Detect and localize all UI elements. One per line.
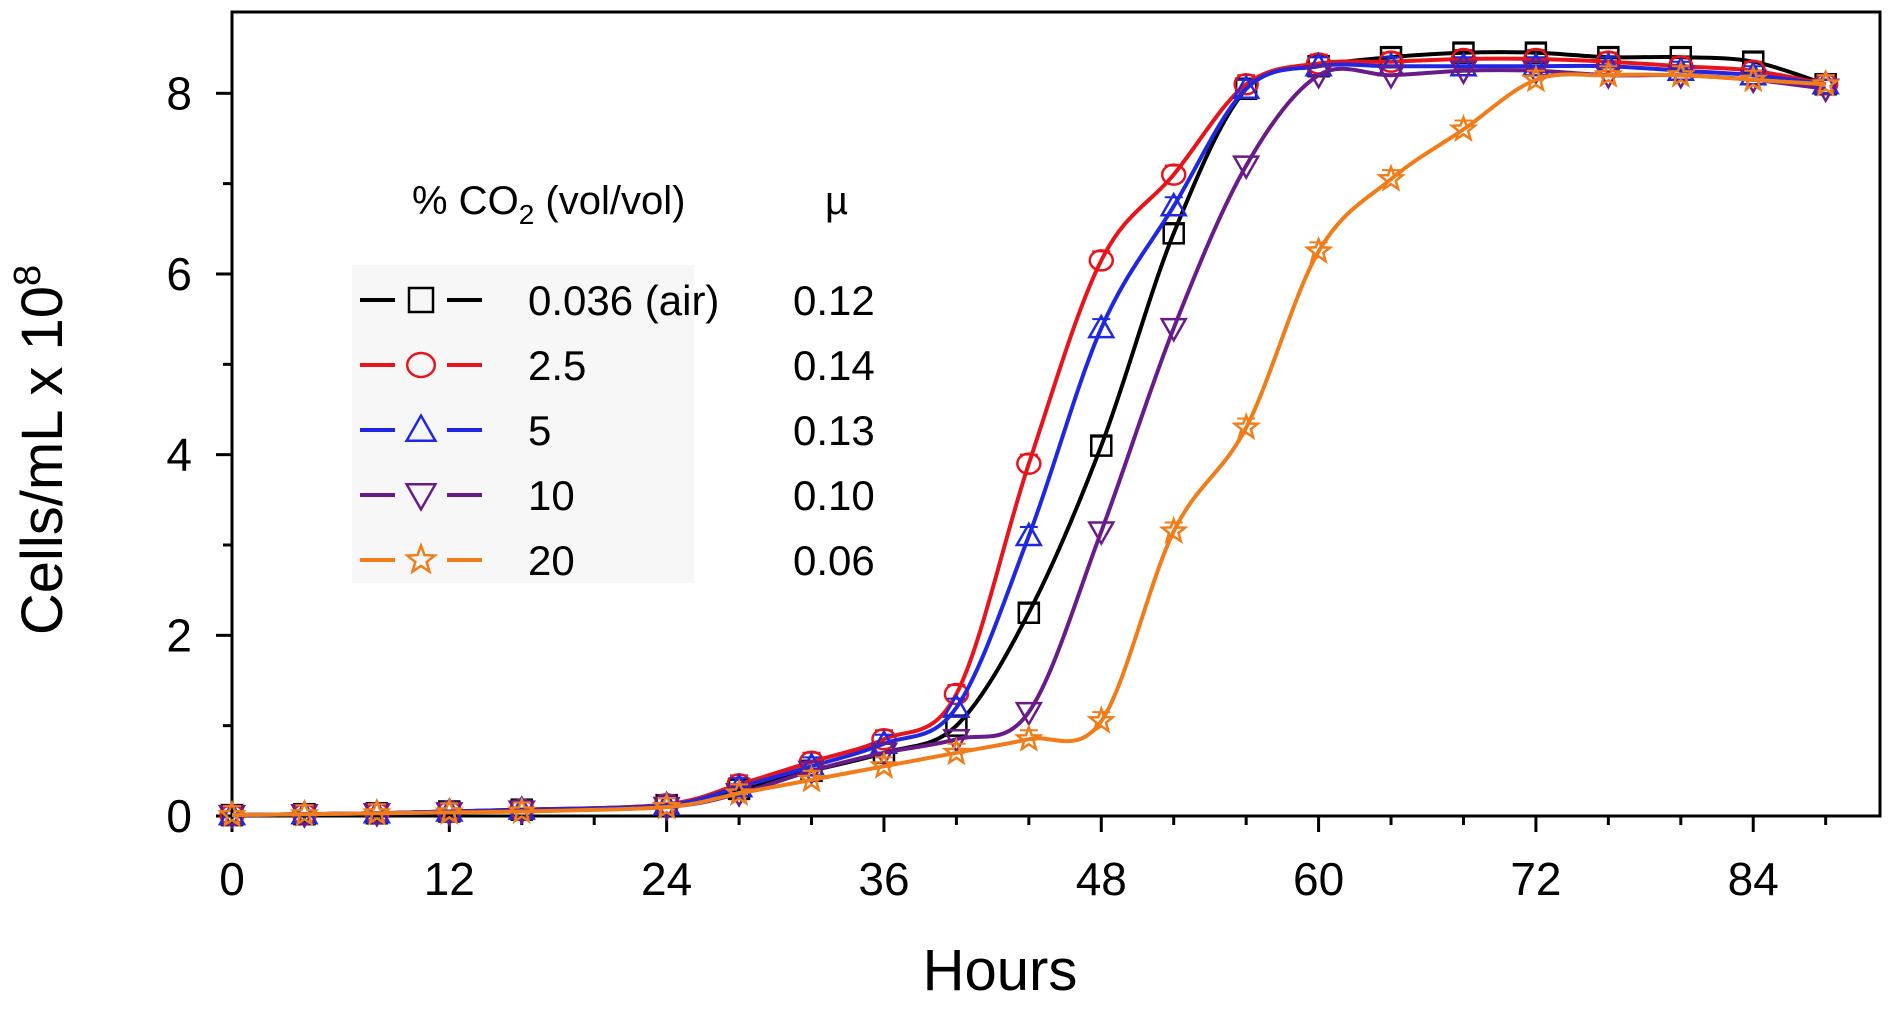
data-point-triangle-up xyxy=(1159,191,1188,217)
plot-frame xyxy=(230,10,1882,818)
legend-header-left: % CO xyxy=(412,179,519,223)
data-point-star xyxy=(1665,59,1696,88)
data-point-triangle-down xyxy=(869,742,899,768)
x-tick-label: 48 xyxy=(1076,853,1127,905)
data-point-star xyxy=(1810,68,1841,97)
x-tick-label: 24 xyxy=(641,853,692,905)
data-point-triangle-down xyxy=(942,728,971,754)
legend-background xyxy=(352,265,694,583)
y-axis-title: Cells/mL x 108 xyxy=(7,265,75,635)
data-point-triangle-down xyxy=(1014,701,1043,727)
legend-label: 0.036 (air) xyxy=(528,277,719,324)
data-point-triangle-down xyxy=(404,482,438,512)
data-point-star xyxy=(1593,59,1624,88)
data-point-star xyxy=(1086,705,1117,734)
data-point-triangle-up xyxy=(435,796,464,822)
data-point-star xyxy=(506,795,537,825)
legend-header-mu: µ xyxy=(825,179,848,223)
data-point-triangle-up xyxy=(1231,74,1261,100)
data-point-triangle-up xyxy=(404,413,438,443)
data-point-triangle-down xyxy=(1521,60,1551,86)
legend-label: 2.5 xyxy=(528,342,586,389)
legend-label: 10 xyxy=(528,472,575,519)
data-point-triangle-up xyxy=(1449,51,1478,77)
data-point-star xyxy=(289,798,320,827)
data-point-triangle-up xyxy=(1087,313,1116,339)
data-point-triangle-up xyxy=(1014,521,1043,547)
legend: % CO2 (vol/vol) µ 0.036 (air) 0.12 2.5 0.14… xyxy=(352,179,875,584)
data-point-square xyxy=(407,286,435,314)
data-point-star xyxy=(1158,515,1189,545)
y-axis-title-exponent: 8 xyxy=(7,265,49,286)
data-point-star xyxy=(651,791,682,820)
data-point-star xyxy=(1303,235,1334,265)
data-point-square xyxy=(1017,601,1041,624)
data-point-star xyxy=(1013,723,1044,752)
data-point-triangle-down xyxy=(1304,64,1333,90)
y-tick-label: 8 xyxy=(166,67,192,119)
x-tick-label: 12 xyxy=(424,853,475,905)
x-tick-label: 72 xyxy=(1510,853,1561,905)
data-point-star xyxy=(941,737,972,766)
data-point-star xyxy=(796,764,827,793)
legend-row: 2.5 0.14 xyxy=(360,342,875,389)
legend-header-sub: 2 xyxy=(519,199,535,230)
y-axis: 0 2 4 6 8 xyxy=(166,67,232,842)
data-point-star xyxy=(1231,412,1262,441)
legend-mu-value: 0.12 xyxy=(793,277,875,324)
data-point-triangle-down xyxy=(1231,155,1261,181)
data-point-triangle-down xyxy=(1159,317,1188,343)
y-tick-label: 6 xyxy=(166,248,192,300)
y-axis-title-base: Cells/mL x 10 xyxy=(10,286,75,635)
data-point-star xyxy=(362,797,392,826)
data-point-circle xyxy=(1088,249,1115,272)
legend-mu-value: 0.14 xyxy=(793,342,875,389)
x-tick-label: 84 xyxy=(1728,853,1779,905)
legend-mu-value: 0.13 xyxy=(793,407,875,454)
y-tick-label: 0 xyxy=(166,790,192,842)
data-point-star xyxy=(403,541,439,575)
legend-header: % CO2 (vol/vol) xyxy=(412,179,685,230)
data-point-square xyxy=(1162,222,1185,245)
data-point-star xyxy=(1448,113,1479,143)
data-point-triangle-up xyxy=(797,751,826,777)
legend-row: 5 0.13 xyxy=(360,407,875,454)
data-point-star xyxy=(869,750,899,779)
legend-row: 10 0.10 xyxy=(360,472,875,519)
data-point-circle xyxy=(1160,163,1187,186)
legend-label: 20 xyxy=(528,537,575,584)
data-point-square xyxy=(1090,434,1113,457)
legend-row: 20 0.06 xyxy=(360,537,875,584)
data-point-circle xyxy=(1016,452,1042,475)
x-tick-label: 60 xyxy=(1293,853,1344,905)
legend-row: 0.036 (air) 0.12 xyxy=(360,277,875,324)
data-point-triangle-down xyxy=(797,760,826,786)
legend-header-right: (vol/vol) xyxy=(534,179,685,223)
y-tick-label: 2 xyxy=(166,609,192,661)
data-point-star xyxy=(724,777,754,807)
data-point-star xyxy=(1376,163,1406,192)
x-axis: 0 12 24 36 48 60 72 84 xyxy=(219,816,1828,905)
data-point-star xyxy=(1521,64,1551,93)
data-point-star xyxy=(1738,64,1769,93)
x-tick-label: 36 xyxy=(858,853,909,905)
data-point-star xyxy=(434,796,465,826)
data-point-triangle-down xyxy=(1449,60,1478,86)
series-layer xyxy=(217,41,1841,830)
data-point-circle xyxy=(405,351,437,379)
data-point-triangle-down xyxy=(1376,64,1406,90)
data-point-star xyxy=(217,799,247,828)
legend-mu-value: 0.10 xyxy=(793,472,875,519)
legend-mu-value: 0.06 xyxy=(793,537,875,584)
legend-label: 5 xyxy=(528,407,551,454)
data-point-triangle-up xyxy=(942,693,971,718)
x-tick-label: 0 xyxy=(219,853,245,905)
data-point-triangle-up xyxy=(1521,51,1551,77)
data-point-triangle-down xyxy=(1087,521,1116,546)
x-axis-title: Hours xyxy=(923,938,1078,1003)
y-tick-label: 4 xyxy=(166,429,192,481)
series-star xyxy=(217,59,1841,828)
